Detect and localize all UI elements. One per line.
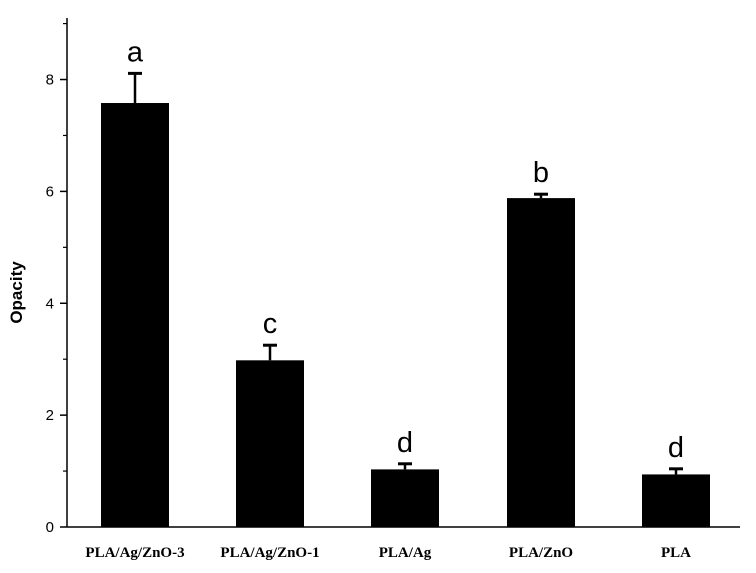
axes-layer	[66, 18, 740, 528]
y-tick-label: 2	[46, 407, 54, 424]
bars-layer: a c d b d	[101, 36, 710, 528]
bar	[236, 360, 304, 527]
significance-label: c	[263, 308, 278, 340]
bar	[642, 474, 710, 527]
x-category-label: PLA	[661, 545, 691, 561]
x-category-label: PLA/Ag/ZnO-1	[220, 545, 319, 561]
y-tick-label: 6	[46, 183, 54, 200]
significance-label: b	[533, 157, 549, 189]
bar	[101, 103, 169, 528]
y-axis-label: Opacity	[7, 261, 26, 324]
x-category-label: PLA/ZnO	[509, 545, 573, 561]
y-tick-label: 8	[46, 72, 54, 89]
y-tick-label: 0	[46, 519, 54, 536]
y-ticks: 0 2 4 6 8	[46, 22, 67, 536]
category-labels: PLA/Ag/ZnO-3 PLA/Ag/ZnO-1 PLA/Ag PLA/ZnO PLA	[85, 545, 691, 561]
significance-label: d	[397, 427, 413, 459]
significance-label: d	[668, 432, 684, 464]
x-category-label: PLA/Ag/ZnO-3	[85, 545, 184, 561]
bar	[507, 198, 575, 527]
significance-label: a	[127, 36, 144, 68]
y-tick-label: 4	[46, 295, 54, 312]
bar	[371, 469, 439, 527]
x-category-label: PLA/Ag	[379, 545, 432, 561]
